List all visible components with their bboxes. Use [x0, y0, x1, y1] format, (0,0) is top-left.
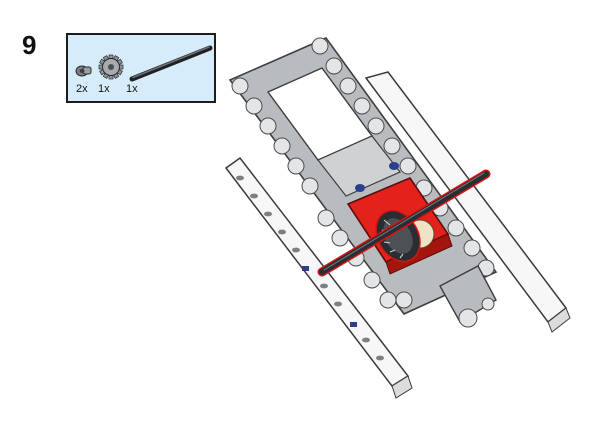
gear-quantity: 1x	[98, 83, 110, 95]
axle-quantity: 1x	[126, 83, 138, 95]
step-number: 9	[22, 30, 37, 60]
gear-icon	[98, 54, 124, 80]
left-liftarm	[224, 156, 413, 399]
pin-quantity: 2x	[76, 83, 88, 95]
pin-icon	[75, 65, 92, 77]
right-liftarm	[364, 71, 571, 333]
connector-block	[439, 265, 497, 328]
axle	[317, 169, 491, 277]
parts-list-box: 2x 1x 1x	[66, 33, 216, 103]
axle-icon	[129, 45, 213, 82]
